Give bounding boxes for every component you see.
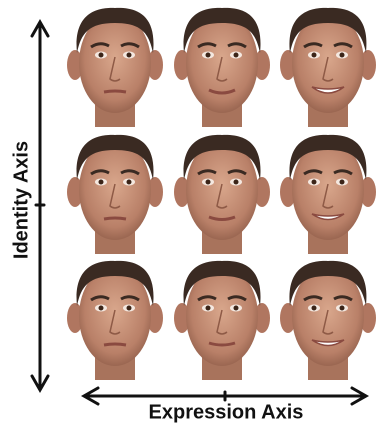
- identity-arrow: [32, 22, 48, 390]
- figure: Identity Axis Expression Axis: [0, 0, 383, 425]
- face: [174, 8, 270, 127]
- identity-axis-label: Identity Axis: [10, 141, 32, 259]
- face: [174, 261, 270, 380]
- face: [280, 261, 376, 380]
- face: [67, 8, 163, 127]
- face: [67, 261, 163, 380]
- face: [280, 135, 376, 254]
- face: [280, 8, 376, 127]
- face: [174, 135, 270, 254]
- face-grid: [67, 8, 376, 380]
- page: Identity Axis Expression Axis (() => { c…: [0, 0, 383, 425]
- face: [67, 135, 163, 254]
- expression-axis-label: Expression Axis: [149, 401, 304, 423]
